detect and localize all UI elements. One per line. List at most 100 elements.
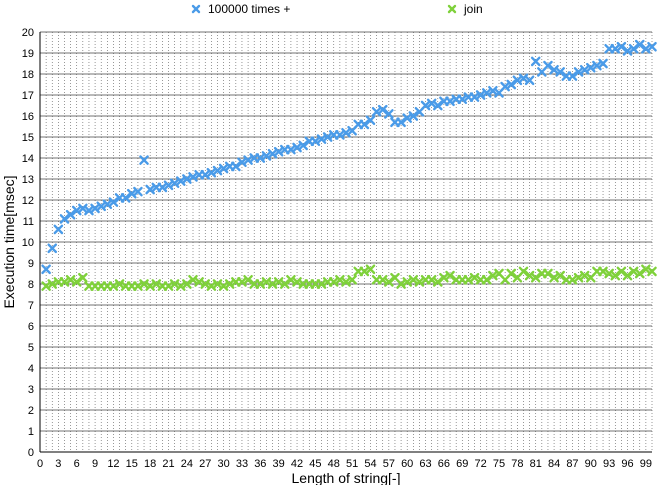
data-point-series-2 (182, 279, 192, 289)
y-tick-label: 0 (28, 447, 34, 459)
x-tick-label: 48 (328, 458, 340, 470)
data-point-series-2 (610, 270, 621, 281)
x-tick-label: 12 (107, 458, 119, 470)
y-tick-label: 8 (28, 279, 34, 291)
data-point-series-1 (65, 209, 76, 220)
data-point-series-1 (506, 79, 517, 90)
data-point-series-1 (555, 67, 565, 77)
x-tick-label: 30 (217, 458, 229, 470)
x-tick-label: 63 (419, 458, 431, 470)
data-point-series-2 (445, 270, 455, 281)
y-tick-label: 18 (22, 69, 34, 81)
data-point-series-2 (433, 277, 443, 287)
y-tick-label: 2 (28, 405, 34, 417)
data-point-series-1 (47, 243, 58, 254)
data-point-series-1 (53, 224, 64, 235)
x-tick-label: 69 (456, 458, 468, 470)
x-tick-label: 75 (493, 458, 505, 470)
data-point-series-1 (433, 100, 443, 111)
data-point-series-1 (628, 44, 639, 54)
y-tick-label: 11 (23, 216, 34, 228)
x-tick-label: 42 (291, 458, 303, 470)
data-point-series-2 (530, 272, 541, 283)
data-point-series-2 (616, 266, 627, 277)
x-tick-label: 33 (236, 458, 248, 470)
data-point-series-2 (555, 270, 565, 281)
data-point-series-2 (384, 277, 394, 287)
x-tick-label: 54 (364, 458, 376, 470)
data-point-series-1 (359, 119, 370, 130)
data-point-series-1 (108, 197, 119, 207)
y-tick-label: 5 (28, 342, 34, 354)
data-point-series-1 (634, 39, 645, 50)
data-point-series-1 (524, 75, 535, 86)
data-points (41, 39, 657, 291)
data-point-series-1 (139, 155, 149, 165)
y-tick-label: 14 (22, 153, 34, 165)
x-tick-labels: 0 3 6 9 12 15 18 21 24 27 30 33 36 39 42 45 48 51 54 57 60 63… (37, 458, 652, 470)
data-point-series-2 (365, 264, 376, 275)
x-tick-label: 0 (37, 458, 43, 470)
data-point-series-2 (506, 268, 517, 279)
data-point-series-2 (634, 268, 645, 279)
y-tick-label: 19 (22, 48, 34, 60)
data-point-series-2 (518, 266, 529, 277)
x-tick-label: 36 (254, 458, 266, 470)
data-point-series-2 (347, 275, 357, 285)
y-tick-label: 9 (28, 258, 34, 270)
x-tick-label: 84 (548, 458, 560, 470)
y-tick-label: 20 (22, 27, 34, 39)
grid (39, 31, 653, 453)
data-point-series-1 (647, 41, 657, 52)
y-tick-label: 16 (22, 111, 34, 123)
data-point-series-1 (298, 140, 308, 151)
data-point-series-1 (231, 161, 241, 172)
data-point-series-2 (243, 275, 253, 285)
data-point-series-2 (481, 275, 492, 285)
data-point-series-2 (78, 272, 88, 283)
data-point-series-2 (622, 270, 633, 281)
x-tick-label: 81 (530, 458, 542, 470)
legend-marker (191, 4, 201, 14)
x-tick-label: 24 (181, 458, 193, 470)
x-tick-label: 66 (438, 458, 450, 470)
x-tick-label: 99 (640, 458, 652, 470)
data-point-series-1 (408, 111, 419, 121)
data-point-series-1 (377, 104, 388, 115)
x-tick-label: 90 (585, 458, 597, 470)
y-tick-label: 17 (22, 90, 34, 102)
x-tick-label: 45 (309, 458, 321, 470)
y-tick-label: 7 (28, 300, 34, 312)
data-point-series-2 (543, 268, 553, 279)
y-tick-label: 6 (28, 321, 34, 333)
data-point-series-1 (59, 214, 70, 224)
x-tick-label: 93 (603, 458, 615, 470)
x-tick-label: 27 (199, 458, 211, 470)
y-tick-label: 3 (28, 384, 34, 396)
y-tick-label: 15 (22, 132, 34, 144)
data-point-series-2 (647, 266, 657, 277)
x-tick-label: 57 (383, 458, 395, 470)
data-point-series-1 (598, 58, 608, 69)
x-tick-label: 96 (621, 458, 633, 470)
data-point-series-1 (365, 115, 376, 126)
y-tick-label: 13 (22, 174, 34, 186)
legend-marker (447, 4, 457, 14)
y-tick-label: 12 (22, 195, 34, 207)
data-point-series-2 (280, 279, 290, 289)
data-point-series-1 (41, 264, 51, 275)
x-tick-label: 51 (346, 458, 358, 470)
x-tick-label: 18 (144, 458, 156, 470)
x-tick-label: 72 (475, 458, 487, 470)
data-point-series-1 (120, 193, 131, 203)
data-point-series-1 (567, 71, 578, 81)
data-point-series-1 (396, 117, 406, 128)
x-tick-label: 3 (55, 458, 61, 470)
axes (39, 32, 652, 453)
x-axis-title: Length of string[-] (292, 470, 401, 485)
y-axis-title: Execution time[msec] (1, 175, 17, 308)
y-tick-label: 1 (28, 426, 34, 438)
